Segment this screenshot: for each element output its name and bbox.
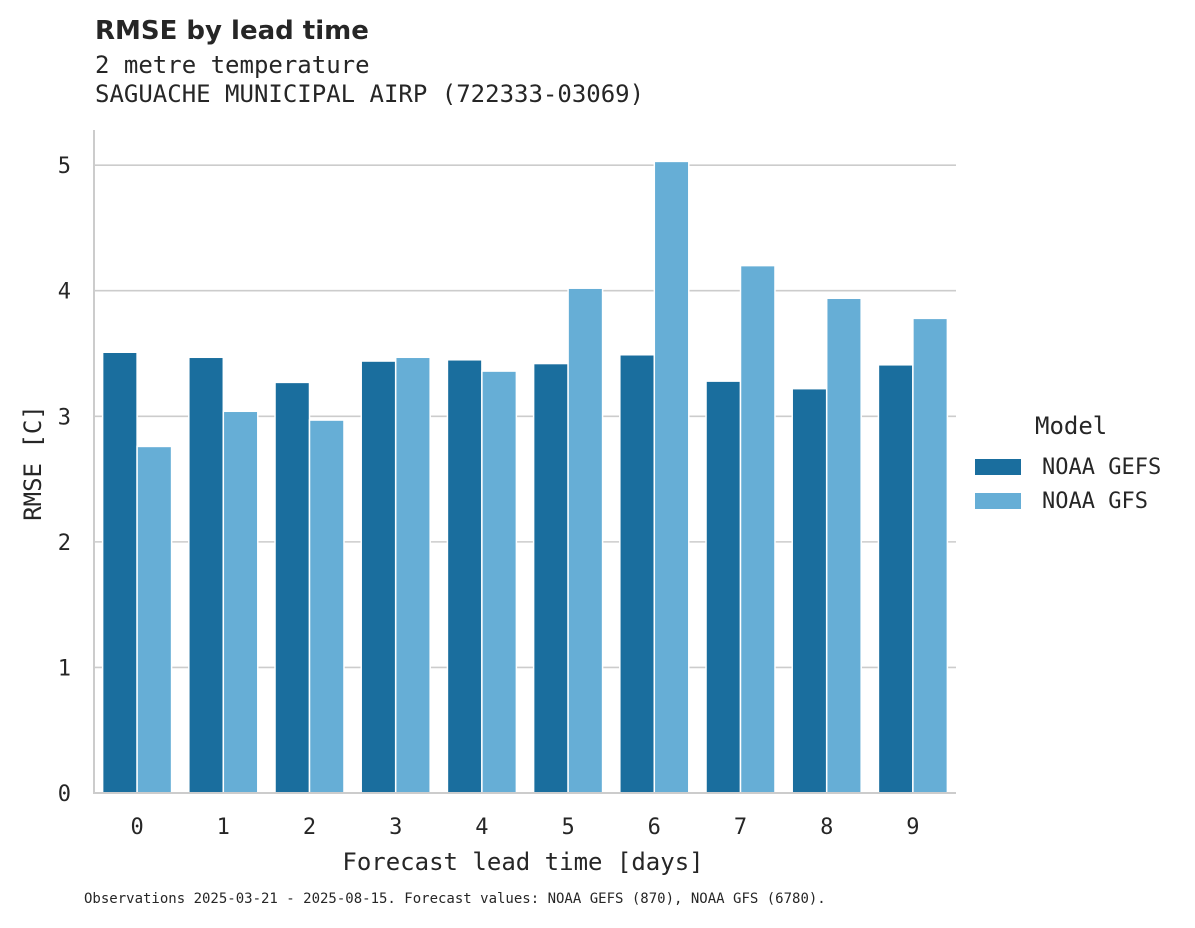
legend-swatch-noaa-gfs <box>975 493 1021 509</box>
bar-noaa-gefs-lead-3 <box>360 360 397 794</box>
bar-noaa-gefs-lead-4 <box>446 359 483 794</box>
y-tick-label-3: 3 <box>58 405 71 430</box>
bar-noaa-gfs-lead-3 <box>394 356 431 794</box>
y-tick-label-0: 0 <box>58 782 71 807</box>
bar-noaa-gefs-lead-7 <box>705 380 742 794</box>
x-tick-label-5: 5 <box>561 815 574 840</box>
legend-title: Model <box>1035 412 1108 440</box>
bar-noaa-gfs-lead-6 <box>653 160 690 794</box>
y-tick-label-5: 5 <box>58 154 71 179</box>
y-tick-labels: 0 1 2 3 4 5 <box>58 154 71 807</box>
bar-noaa-gefs-lead-6 <box>619 354 656 794</box>
bar-noaa-gefs-lead-5 <box>532 362 569 794</box>
legend-item-noaa-gfs: NOAA GFS <box>975 484 1161 518</box>
chart-title: RMSE by lead time <box>95 16 369 46</box>
legend-label-noaa-gefs: NOAA GEFS <box>1042 454 1162 480</box>
x-tick-label-6: 6 <box>648 815 661 840</box>
x-tick-label-3: 3 <box>389 815 402 840</box>
y-tick-label-2: 2 <box>58 531 71 556</box>
bar-noaa-gfs-lead-9 <box>912 317 949 794</box>
x-tick-label-9: 9 <box>906 815 919 840</box>
bar-noaa-gfs-lead-2 <box>308 419 345 794</box>
bar-noaa-gfs-lead-0 <box>136 445 173 794</box>
bars <box>101 160 949 794</box>
x-tick-label-8: 8 <box>820 815 833 840</box>
y-tick-label-4: 4 <box>58 280 71 305</box>
y-axis-label: RMSE [C] <box>19 405 47 521</box>
bar-noaa-gfs-lead-8 <box>825 297 862 794</box>
legend-swatch-noaa-gefs <box>975 459 1021 475</box>
x-tick-label-7: 7 <box>734 815 747 840</box>
bar-noaa-gefs-lead-0 <box>101 351 138 794</box>
x-axis-label: Forecast lead time [days] <box>342 848 703 876</box>
bar-noaa-gfs-lead-5 <box>567 287 604 794</box>
chart-footnote: Observations 2025-03-21 - 2025-08-15. Fo… <box>84 891 826 907</box>
chart-subtitle-station: SAGUACHE MUNICIPAL AIRP (722333-03069) <box>95 80 645 108</box>
bar-noaa-gefs-lead-2 <box>274 381 311 794</box>
x-tick-label-0: 0 <box>130 815 143 840</box>
bar-noaa-gfs-lead-7 <box>739 264 776 794</box>
bar-noaa-gefs-lead-1 <box>188 356 225 794</box>
bar-noaa-gefs-lead-9 <box>877 364 914 794</box>
x-tick-label-4: 4 <box>475 815 488 840</box>
axes <box>93 130 956 794</box>
legend-item-noaa-gefs: NOAA GEFS <box>975 450 1161 484</box>
x-tick-label-1: 1 <box>217 815 230 840</box>
legend: Model NOAA GEFS NOAA GFS <box>975 412 1161 518</box>
x-tick-labels: 0 1 2 3 4 5 6 7 8 9 <box>130 815 919 840</box>
x-tick-label-2: 2 <box>303 815 316 840</box>
bar-noaa-gfs-lead-1 <box>222 410 259 794</box>
bar-noaa-gfs-lead-4 <box>481 370 518 794</box>
legend-label-noaa-gfs: NOAA GFS <box>1042 488 1148 514</box>
y-tick-label-1: 1 <box>58 656 71 681</box>
bar-noaa-gefs-lead-8 <box>791 387 828 794</box>
chart-subtitle-variable: 2 metre temperature <box>95 51 370 79</box>
